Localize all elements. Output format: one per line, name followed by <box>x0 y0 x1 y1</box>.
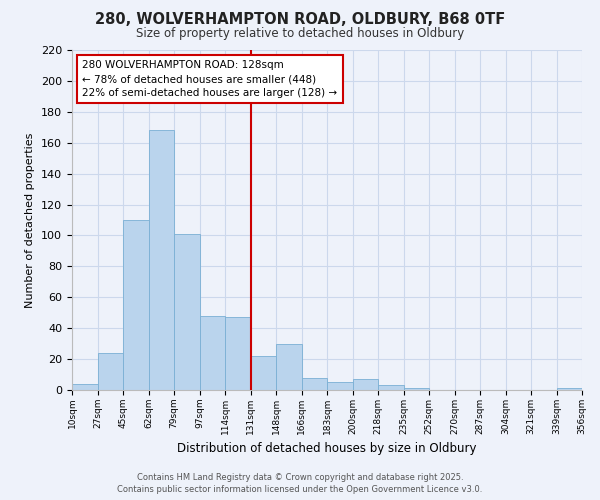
Bar <box>251 356 276 390</box>
Bar <box>404 388 429 390</box>
Bar <box>123 220 149 390</box>
Text: 280 WOLVERHAMPTON ROAD: 128sqm
← 78% of detached houses are smaller (448)
22% of: 280 WOLVERHAMPTON ROAD: 128sqm ← 78% of … <box>82 60 337 98</box>
Bar <box>174 234 199 390</box>
Bar <box>225 318 251 390</box>
Bar <box>378 386 404 390</box>
Bar <box>327 382 353 390</box>
Bar <box>149 130 174 390</box>
Text: Contains HM Land Registry data © Crown copyright and database right 2025.
Contai: Contains HM Land Registry data © Crown c… <box>118 473 482 494</box>
Text: 280, WOLVERHAMPTON ROAD, OLDBURY, B68 0TF: 280, WOLVERHAMPTON ROAD, OLDBURY, B68 0T… <box>95 12 505 28</box>
Bar <box>199 316 225 390</box>
Bar <box>302 378 327 390</box>
Bar <box>97 353 123 390</box>
Bar <box>353 379 378 390</box>
Bar <box>72 384 97 390</box>
Bar <box>276 344 302 390</box>
Y-axis label: Number of detached properties: Number of detached properties <box>25 132 35 308</box>
X-axis label: Distribution of detached houses by size in Oldbury: Distribution of detached houses by size … <box>177 442 477 456</box>
Text: Size of property relative to detached houses in Oldbury: Size of property relative to detached ho… <box>136 28 464 40</box>
Bar <box>557 388 582 390</box>
